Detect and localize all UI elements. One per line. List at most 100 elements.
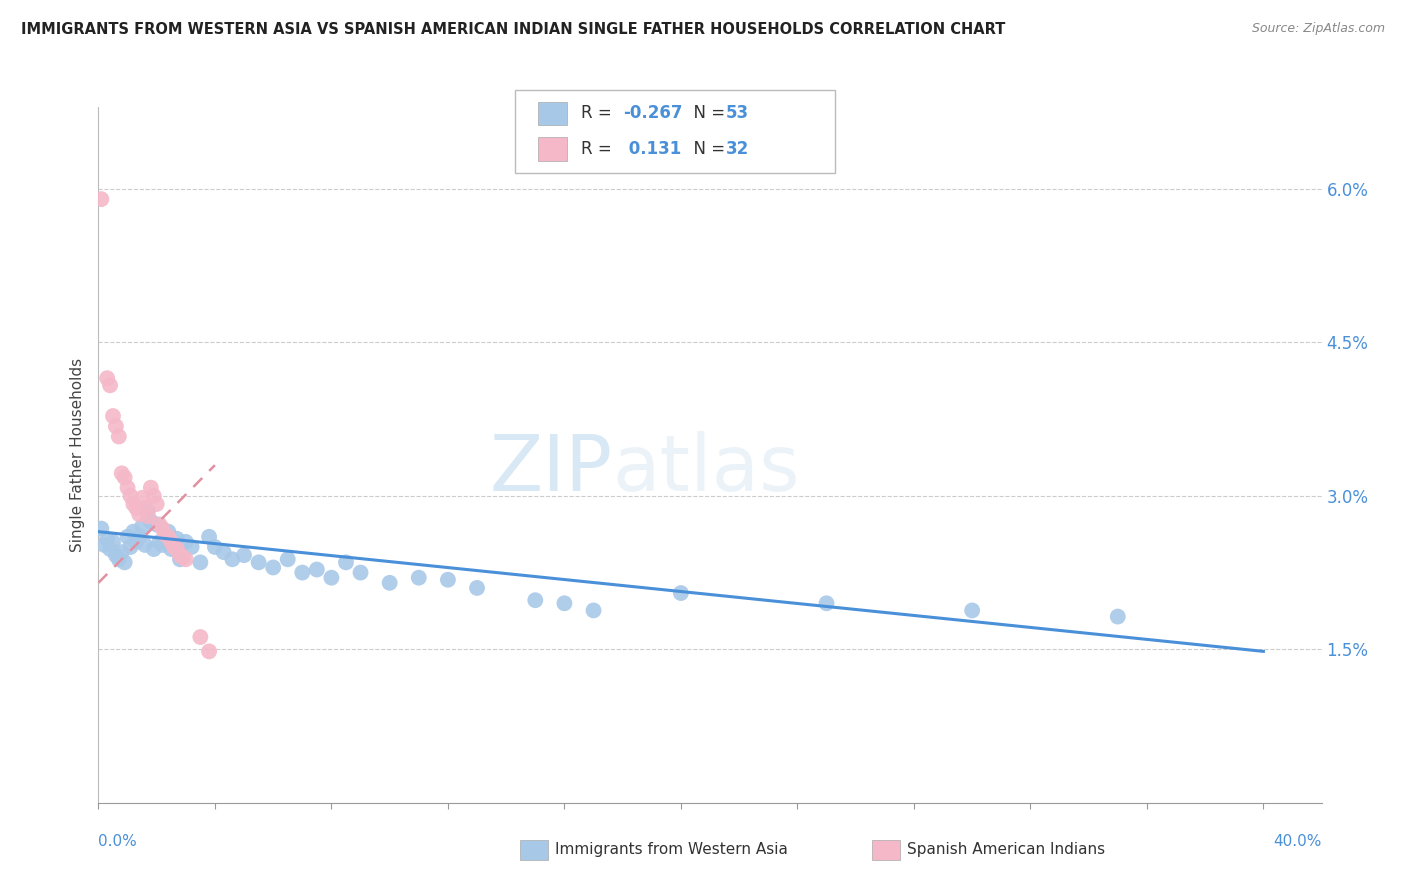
Point [1107, 609, 1129, 624]
Point [349, 566, 371, 580]
Y-axis label: Single Father Households: Single Father Households [70, 358, 86, 552]
Point [465, 581, 488, 595]
Point [198, 644, 221, 658]
Text: N =: N = [683, 140, 731, 158]
Point [122, 497, 145, 511]
Text: IMMIGRANTS FROM WESTERN ASIA VS SPANISH AMERICAN INDIAN SINGLE FATHER HOUSEHOLDS: IMMIGRANTS FROM WESTERN ASIA VS SPANISH … [21, 22, 1005, 37]
Point [145, 497, 167, 511]
Point [152, 522, 174, 536]
Point [134, 501, 156, 516]
Point [101, 409, 124, 423]
Point [108, 552, 131, 566]
Point [120, 489, 142, 503]
Point [169, 548, 191, 562]
Point [524, 593, 547, 607]
Point [149, 535, 172, 549]
Point [291, 566, 314, 580]
Point [108, 429, 131, 443]
Point [98, 542, 121, 557]
Point [305, 562, 328, 576]
Point [163, 540, 186, 554]
Point [139, 515, 162, 529]
Point [128, 508, 150, 522]
Point [221, 552, 243, 566]
Point [111, 545, 134, 559]
Point [152, 538, 174, 552]
Text: Immigrants from Western Asia: Immigrants from Western Asia [555, 842, 789, 856]
Point [117, 530, 139, 544]
Point [166, 542, 188, 557]
Point [90, 192, 112, 206]
Text: atlas: atlas [612, 431, 800, 507]
Point [101, 535, 124, 549]
Text: Spanish American Indians: Spanish American Indians [907, 842, 1105, 856]
Point [321, 571, 343, 585]
Text: 32: 32 [725, 140, 749, 158]
Point [188, 555, 212, 569]
Point [136, 504, 159, 518]
Point [139, 481, 162, 495]
Text: 0.0%: 0.0% [98, 834, 138, 849]
Point [104, 419, 127, 434]
Point [669, 586, 692, 600]
Text: -0.267: -0.267 [623, 104, 682, 122]
Text: R =: R = [581, 140, 617, 158]
Point [233, 548, 256, 562]
Point [155, 527, 177, 541]
Text: Source: ZipAtlas.com: Source: ZipAtlas.com [1251, 22, 1385, 36]
Point [131, 519, 153, 533]
Point [157, 524, 180, 539]
Point [553, 596, 575, 610]
Point [174, 535, 197, 549]
Point [212, 545, 235, 559]
Text: 40.0%: 40.0% [1274, 834, 1322, 849]
Point [180, 540, 202, 554]
Point [111, 467, 134, 481]
Point [582, 603, 605, 617]
Point [104, 548, 127, 562]
Point [160, 542, 183, 557]
Point [815, 596, 838, 610]
Point [204, 540, 226, 554]
Point [96, 371, 118, 385]
Point [149, 517, 172, 532]
Point [131, 491, 153, 505]
Point [169, 552, 191, 566]
Point [120, 540, 142, 554]
Point [142, 542, 165, 557]
Point [114, 470, 136, 484]
Point [262, 560, 284, 574]
Point [98, 378, 121, 392]
Point [125, 535, 148, 549]
Point [136, 509, 159, 524]
Point [960, 603, 983, 617]
Point [160, 535, 183, 549]
Point [437, 573, 460, 587]
Point [198, 530, 221, 544]
Point [172, 550, 194, 565]
Text: N =: N = [683, 104, 731, 122]
Point [335, 555, 357, 569]
Point [174, 552, 197, 566]
Text: 0.131: 0.131 [623, 140, 681, 158]
Point [166, 532, 188, 546]
Point [157, 530, 180, 544]
Point [128, 530, 150, 544]
Point [134, 538, 156, 552]
Point [114, 555, 136, 569]
Text: 53: 53 [725, 104, 748, 122]
Point [125, 501, 148, 516]
Point [96, 532, 118, 546]
Point [378, 575, 401, 590]
Text: R =: R = [581, 104, 617, 122]
Point [93, 538, 115, 552]
Text: ZIP: ZIP [489, 431, 612, 507]
Point [142, 489, 165, 503]
Point [122, 524, 145, 539]
Point [90, 522, 112, 536]
Point [408, 571, 430, 585]
Point [277, 552, 299, 566]
Point [188, 630, 212, 644]
Point [117, 481, 139, 495]
Point [145, 517, 167, 532]
